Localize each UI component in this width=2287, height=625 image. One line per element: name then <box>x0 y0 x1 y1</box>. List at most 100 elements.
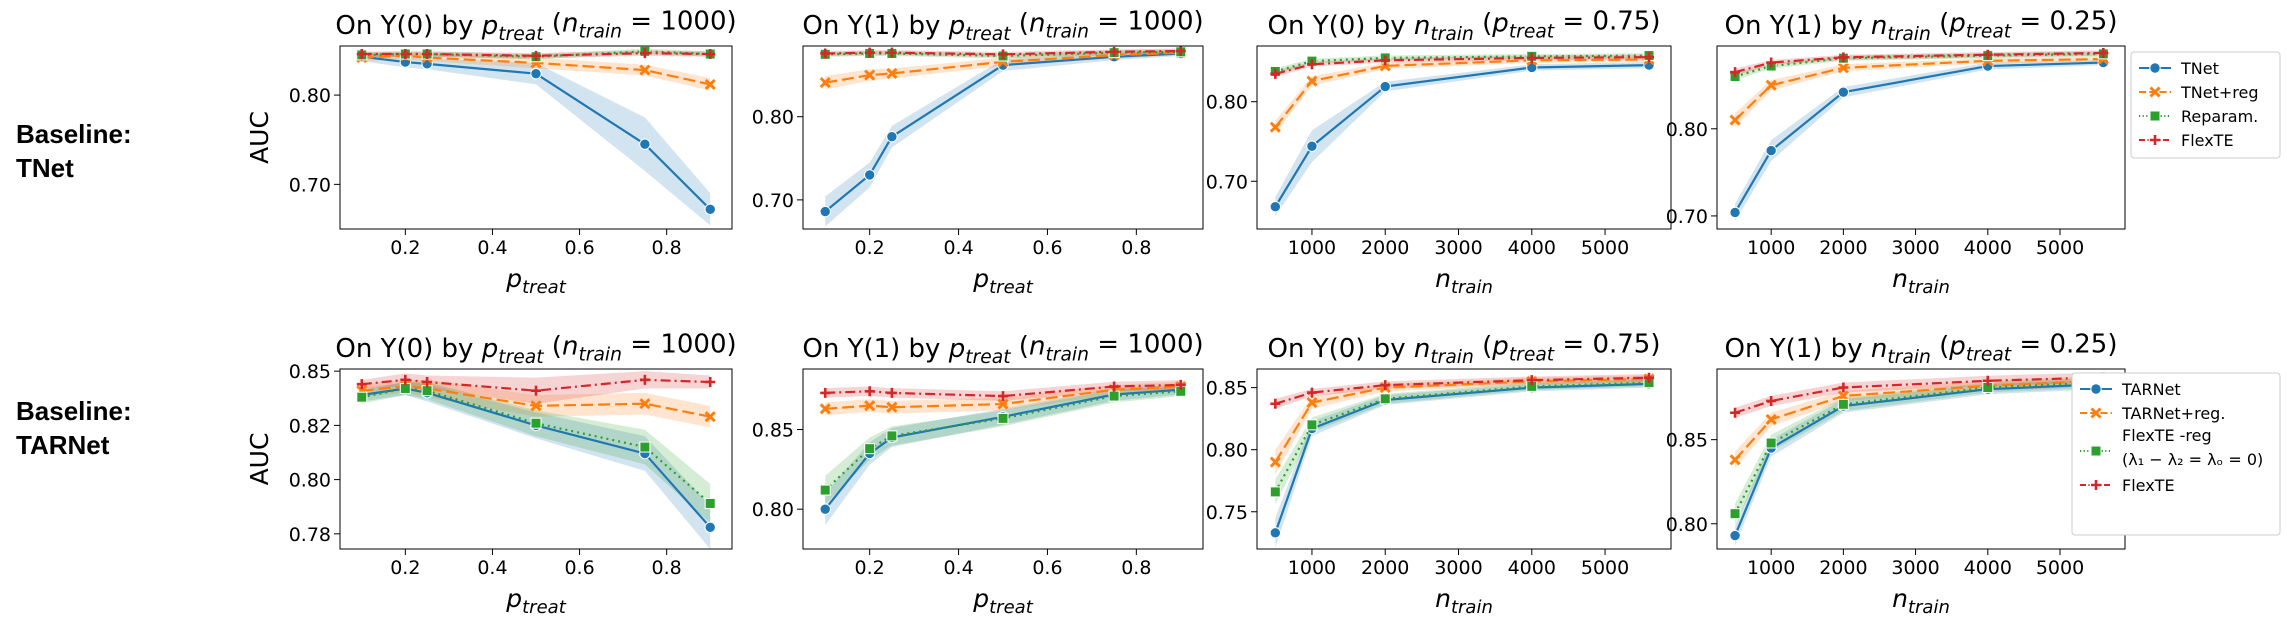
data-point-0 <box>1729 529 1741 542</box>
data-point-1 <box>1729 454 1741 466</box>
data-point-1 <box>530 400 542 412</box>
series-line-0 <box>361 55 711 211</box>
band-1 <box>825 50 1181 90</box>
data-point-1 <box>704 78 716 90</box>
x-tick-label: 2000 <box>1361 237 1409 259</box>
series-line-3 <box>825 383 1181 398</box>
plot-r2-c2: On Y(1) by ptreat​ (ntrain​ = 1000) 0.2 0.… <box>752 329 1204 617</box>
data-point-3 <box>1730 407 1741 418</box>
data-point-2 <box>356 391 368 403</box>
band-3 <box>825 380 1181 401</box>
legend-marker <box>2150 135 2160 145</box>
series-line-3 <box>1734 376 2104 414</box>
legend-label: TNet <box>2180 59 2219 78</box>
data-point-0 <box>863 169 876 181</box>
data-point-3 <box>1982 49 1993 60</box>
legend-marker <box>2090 407 2102 419</box>
data-point-1 <box>886 67 898 80</box>
data-point-2 <box>399 383 411 395</box>
data-point-2 <box>1729 508 1741 520</box>
data-point-3 <box>531 385 541 396</box>
x-tick-label: 1000 <box>1747 557 1795 579</box>
series-line-1 <box>825 51 1181 84</box>
row-label-tnet: Baseline: TNet <box>16 119 132 183</box>
plot-r1-c3-xlabel: ntrain​ <box>1435 264 1493 298</box>
data-point-1 <box>1837 62 1849 74</box>
series-line-0 <box>824 52 1181 213</box>
y-tick-label: 0.80 <box>752 499 794 521</box>
plot-r1-c4-title: On Y(1) by ntrain​ (ptreat​ = 0.25) <box>1725 6 2118 45</box>
data-point-2 <box>530 417 542 429</box>
band-0 <box>1735 59 2104 222</box>
data-point-1 <box>1269 121 1281 133</box>
data-point-1 <box>886 401 898 413</box>
data-point-0 <box>819 503 831 515</box>
data-point-3 <box>422 377 433 388</box>
y-tick-label: 0.80 <box>289 85 331 107</box>
plot-r2-c4: On Y(1) by ntrain​ (ptreat​ = 0.25) 1000 2… <box>1666 329 2126 618</box>
data-point-3 <box>356 379 367 390</box>
x-tick-label: 1000 <box>1747 237 1795 259</box>
x-tick-label: 0.8 <box>1121 557 1151 579</box>
series-line-1 <box>361 54 711 86</box>
band-3 <box>1275 373 1650 409</box>
series-line-0 <box>824 388 1181 510</box>
plot-r2-c1-title: On Y(0) by ptreat​ (ntrain​ = 1000) <box>335 329 736 368</box>
data-point-3 <box>1766 395 1777 406</box>
y-tick-label: 0.85 <box>1206 378 1248 400</box>
x-tick-label: 0.6 <box>564 237 594 259</box>
series-line-2 <box>361 50 711 58</box>
series-line-1 <box>825 385 1181 410</box>
y-tick-label: 0.70 <box>752 190 794 212</box>
legend-marker <box>2091 480 2101 490</box>
data-point-3 <box>1109 381 1120 392</box>
data-point-1 <box>1729 114 1741 126</box>
plot-r1-c1-frame <box>339 45 733 230</box>
x-tick-label: 4000 <box>1508 237 1556 259</box>
data-point-3 <box>1380 380 1391 391</box>
band-0 <box>361 52 711 226</box>
plot-r1-c3-frame <box>1256 45 1672 230</box>
plot-r2-c2-frame <box>802 368 1204 550</box>
data-point-3 <box>356 49 367 60</box>
data-point-3 <box>1109 46 1120 57</box>
y-tick-label: 0.70 <box>1206 171 1248 193</box>
plot-r2-c2-xlabel: ptreat​ <box>972 584 1033 618</box>
data-point-1 <box>997 398 1009 410</box>
data-point-3 <box>864 386 875 397</box>
plot-r1-c1-xlabel: ptreat​ <box>505 264 566 298</box>
data-point-3 <box>2098 47 2109 58</box>
series-line-2 <box>1734 52 2104 78</box>
y-tick-label: 0.80 <box>1666 119 1708 141</box>
plot-r1-c2: On Y(1) by ptreat​ (ntrain​ = 1000) 0.2 0.… <box>752 6 1204 297</box>
legend-1: TNet TNet+reg Reparam. FlexTE <box>2130 51 2281 159</box>
data-point-1 <box>639 64 651 76</box>
plot-r2-c1-ylabel: AUC <box>245 433 274 486</box>
data-point-3 <box>1175 46 1186 56</box>
data-point-3 <box>1838 52 1849 63</box>
plot-r2-c1-frame <box>339 368 733 550</box>
legend-box <box>2071 372 2281 536</box>
data-point-3 <box>1838 382 1849 393</box>
x-tick-label: 5000 <box>2036 237 2084 259</box>
legend-label: TARNet+reg. <box>2121 404 2225 423</box>
data-point-2 <box>1379 393 1391 405</box>
series-line-3 <box>361 378 711 392</box>
data-point-3 <box>422 49 433 60</box>
x-tick-label: 4000 <box>1964 237 2012 259</box>
band-0 <box>361 382 711 549</box>
data-point-2 <box>997 412 1009 424</box>
data-point-3 <box>1306 387 1317 398</box>
data-point-1 <box>819 403 831 415</box>
y-tick-label: 0.85 <box>1666 430 1708 452</box>
band-0 <box>1735 379 2104 546</box>
data-point-3 <box>1644 372 1655 383</box>
band-0 <box>1275 61 1650 217</box>
x-tick-label: 0.4 <box>477 237 507 259</box>
band-1 <box>1735 375 2104 469</box>
x-tick-label: 0.2 <box>390 557 420 579</box>
data-point-1 <box>1306 396 1318 409</box>
series-line-0 <box>1734 383 2104 536</box>
x-tick-label: 0.2 <box>855 237 885 259</box>
